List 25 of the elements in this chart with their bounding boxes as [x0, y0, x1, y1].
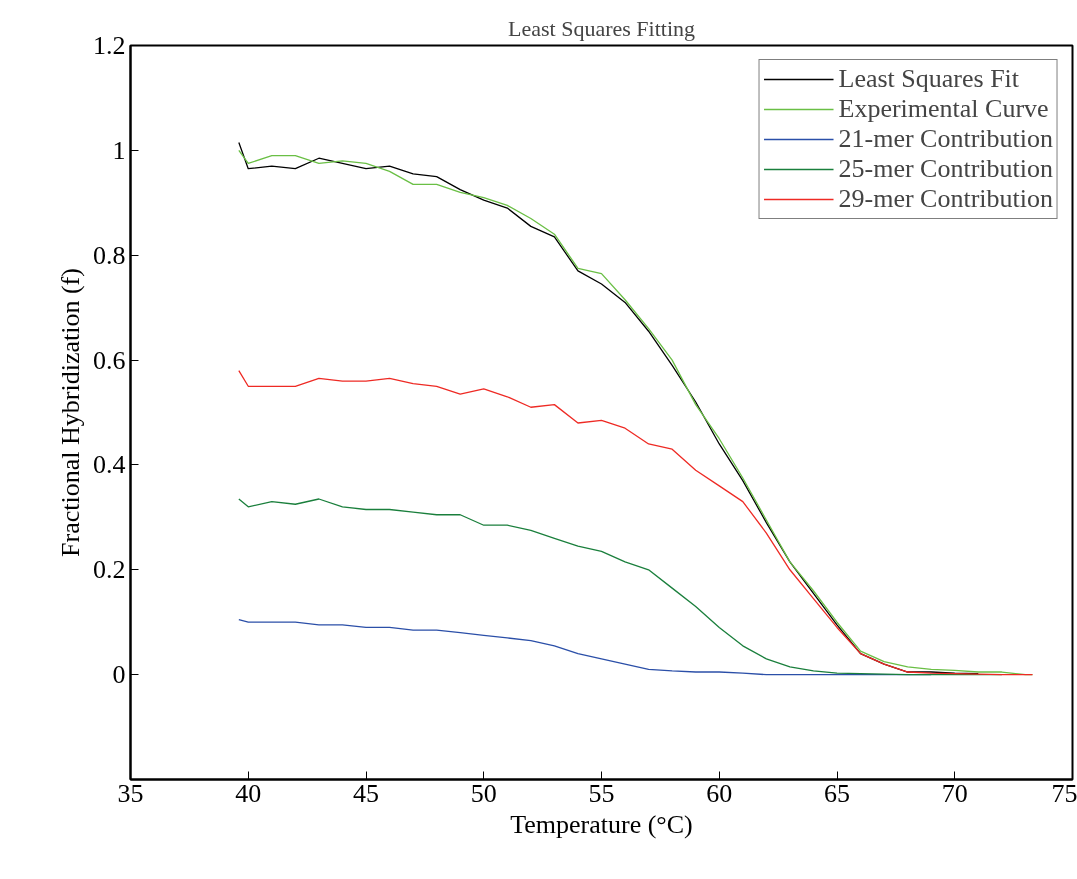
x-tick-label: 70: [941, 778, 968, 808]
x-tick-label: 35: [117, 778, 144, 808]
chart-title: Least Squares Fitting: [508, 15, 695, 41]
y-tick-label: 1.2: [93, 31, 126, 60]
y-tick-label: 0.2: [93, 555, 126, 585]
y-tick-label: 0.6: [93, 345, 126, 375]
y-tick-label: 1: [112, 135, 126, 165]
x-tick-label: 40: [235, 778, 262, 808]
legend-label: 21-mer Contribution: [838, 124, 1053, 154]
y-axis-title: Fractional Hybridization (f): [56, 268, 85, 557]
legend-label: 25-mer Contribution: [838, 154, 1053, 184]
legend-label: 29-mer Contribution: [838, 184, 1053, 214]
y-tick-label: 0.4: [93, 450, 126, 480]
x-tick-label: 55: [588, 778, 615, 808]
legend-label: Experimental Curve: [838, 94, 1049, 124]
legend-label: Least Squares Fit: [838, 64, 1020, 94]
x-tick-label: 60: [706, 778, 733, 808]
x-tick-label: 75: [1051, 778, 1077, 808]
x-axis-title: Temperature (°C): [510, 809, 693, 839]
y-tick-label: 0: [112, 660, 126, 690]
line-series: [238, 369, 1034, 676]
x-tick-label: 45: [353, 778, 379, 808]
y-tick-label: 0.8: [93, 240, 126, 270]
x-tick-label: 50: [470, 778, 497, 808]
x-tick-label: 65: [824, 778, 850, 808]
